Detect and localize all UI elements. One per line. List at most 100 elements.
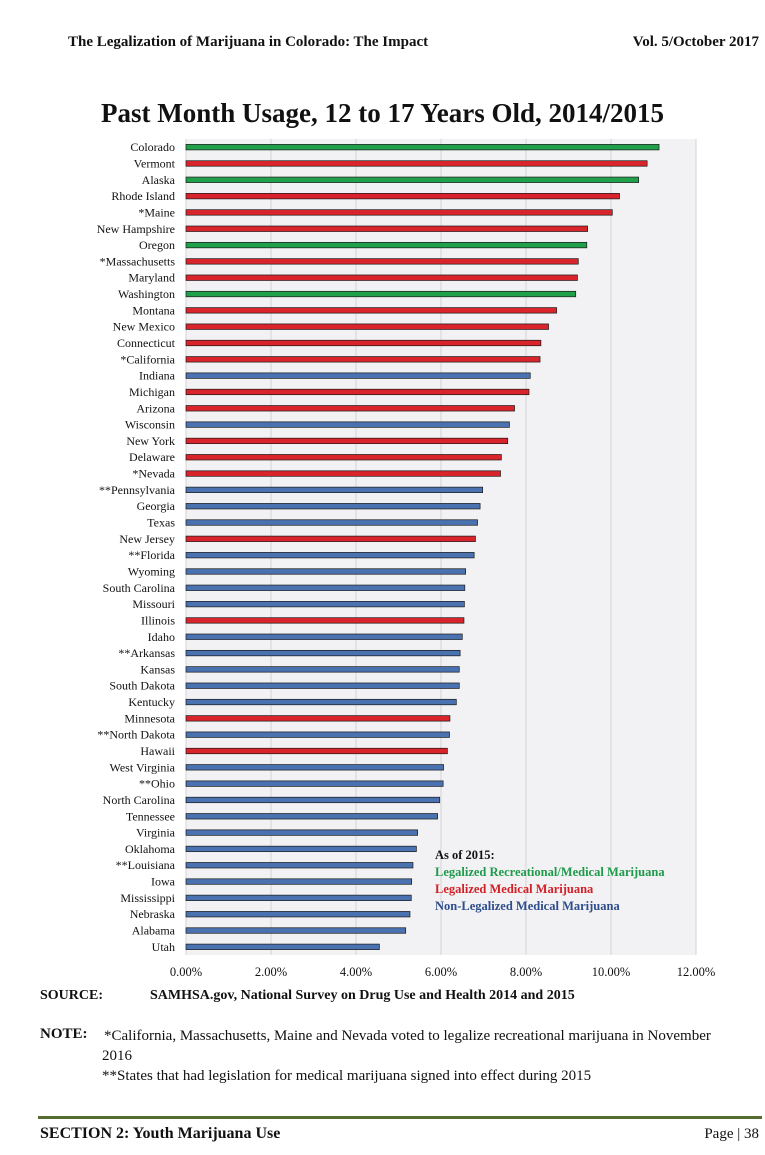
category-label: New Jersey (119, 532, 175, 546)
category-label: Wisconsin (125, 418, 175, 432)
category-label: *Massachusetts (100, 254, 176, 268)
bar (185, 209, 613, 216)
bar (185, 666, 460, 673)
legend-entry: Legalized Medical Marijuana (435, 882, 594, 896)
chart-title: Past Month Usage, 12 to 17 Years Old, 20… (101, 98, 664, 128)
x-tick-label: 12.00% (677, 965, 716, 979)
category-label: Texas (147, 516, 175, 530)
bar (185, 552, 475, 559)
bar (185, 241, 588, 249)
category-label: Wyoming (128, 564, 175, 578)
category-label: Connecticut (117, 336, 176, 350)
bar (185, 176, 639, 183)
bar (185, 796, 441, 804)
bar (185, 160, 648, 167)
category-label: Oklahoma (125, 842, 176, 856)
bar (185, 845, 417, 853)
category-label: West Virginia (109, 760, 175, 774)
category-label: Colorado (130, 140, 175, 154)
legend-entry: Non-Legalized Medical Marijuana (435, 899, 620, 913)
bar (185, 927, 407, 934)
running-header-title: The Legalization of Marijuana in Colorad… (68, 34, 429, 50)
bar (185, 731, 450, 738)
category-label: Vermont (134, 156, 176, 170)
category-label: New Hampshire (97, 222, 175, 236)
category-label: Michigan (129, 385, 175, 399)
bar (185, 878, 413, 885)
bar (185, 307, 557, 314)
note-line-2: **States that had legislation for medica… (102, 1068, 592, 1084)
bar (185, 813, 438, 820)
category-label: Kansas (140, 662, 175, 676)
category-label: **Pennsylvania (99, 483, 176, 497)
category-label: North Carolina (103, 793, 176, 807)
category-label: Rhode Island (111, 189, 175, 203)
category-label: New Mexico (113, 320, 175, 334)
x-tick-label: 2.00% (255, 965, 287, 979)
legend-title: As of 2015: (435, 848, 495, 862)
bar (185, 356, 541, 363)
footer-divider (38, 1116, 762, 1119)
bar (185, 764, 444, 771)
bar (185, 911, 411, 918)
category-label: Idaho (148, 630, 175, 644)
category-label: New York (126, 434, 175, 448)
category-label: **Florida (128, 548, 175, 562)
x-tick-label: 10.00% (592, 965, 631, 979)
category-label: **North Dakota (97, 728, 175, 742)
bar (185, 503, 481, 510)
category-label: Alaska (142, 173, 176, 187)
category-label: Iowa (151, 875, 176, 889)
bar (185, 568, 466, 575)
category-label: Minnesota (124, 711, 175, 725)
category-label: South Carolina (103, 581, 176, 595)
bar (185, 339, 542, 347)
category-label: Hawaii (140, 744, 175, 758)
category-label: Georgia (137, 499, 176, 513)
bar (185, 486, 483, 493)
bar (185, 258, 579, 265)
bar (185, 682, 460, 689)
bar (185, 388, 530, 396)
x-tick-label: 8.00% (510, 965, 542, 979)
category-label: Washington (118, 287, 175, 301)
category-label: **Arkansas (118, 646, 175, 660)
category-label: Montana (132, 303, 175, 317)
bar (185, 829, 418, 836)
category-label: Oregon (139, 238, 175, 252)
bar (185, 421, 510, 428)
bar (185, 633, 463, 640)
category-label: *California (120, 352, 175, 366)
bar (185, 144, 660, 151)
bar-chart: 0.00% 2.00% 4.00% 6.00% 8.00% 10.00% 12.00% Col… (97, 139, 716, 979)
category-label: Illinois (141, 613, 175, 627)
bar (185, 780, 444, 787)
category-label: Mississippi (120, 891, 175, 905)
category-label: South Dakota (109, 679, 175, 693)
category-label: Alabama (132, 924, 176, 938)
bar (185, 715, 451, 722)
category-label: **Louisiana (116, 858, 176, 872)
category-label: Delaware (129, 450, 175, 464)
category-label: Maryland (128, 271, 175, 285)
category-label: *Nevada (132, 467, 175, 481)
bar (185, 535, 476, 542)
category-label: Utah (152, 940, 175, 954)
bar (185, 193, 620, 200)
category-label: Indiana (139, 369, 176, 383)
page-number: Page | 38 (704, 1126, 759, 1142)
bar (185, 323, 549, 330)
category-label: Nebraska (130, 907, 176, 921)
bar (185, 454, 502, 461)
bar (185, 584, 466, 591)
note-label: NOTE: (40, 1026, 88, 1042)
category-label: **Ohio (139, 777, 175, 791)
bar (185, 372, 531, 379)
legend-entry: Legalized Recreational/Medical Marijuana (435, 865, 665, 879)
bar (185, 519, 478, 526)
bar (185, 747, 448, 755)
x-tick-label: 0.00% (170, 965, 202, 979)
running-header-volume: Vol. 5/October 2017 (632, 34, 759, 50)
x-tick-label: 4.00% (340, 965, 372, 979)
bar (185, 943, 380, 950)
